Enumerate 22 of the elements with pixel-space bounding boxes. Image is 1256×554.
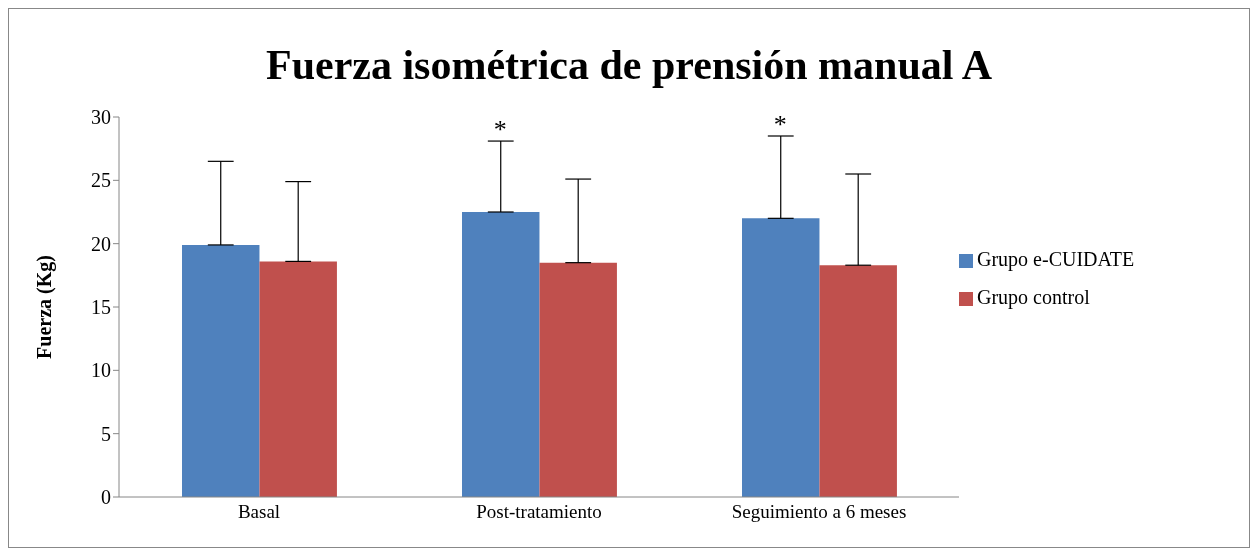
- y-tick-label: 10: [91, 359, 111, 382]
- x-tick-label: Seguimiento a 6 meses: [731, 501, 907, 523]
- annotation: *: [773, 110, 787, 139]
- y-tick-label: 25: [91, 169, 111, 192]
- bar: [259, 261, 337, 497]
- y-tick-label: 20: [91, 232, 111, 255]
- y-axis-title: Fuerza (Kg): [33, 255, 57, 359]
- x-tick-label: Post-tratamiento: [476, 501, 602, 523]
- y-tick-label: 5: [101, 422, 111, 445]
- bar: [742, 218, 820, 497]
- annotation: *: [493, 115, 507, 145]
- legend-label: Grupo control: [977, 286, 1090, 308]
- y-tick-label: 30: [91, 106, 111, 129]
- bar: [462, 212, 540, 497]
- bar: [539, 262, 617, 497]
- y-tick-label: 15: [91, 296, 111, 319]
- chart-title: Fuerza isométrica de prensión manual A: [265, 41, 993, 89]
- bar: [182, 244, 260, 497]
- y-tick-label: 0: [101, 486, 111, 509]
- legend-label: Grupo e-CUIDATE: [977, 248, 1135, 270]
- bar: [819, 265, 897, 497]
- x-tick-label: Basal: [237, 501, 281, 523]
